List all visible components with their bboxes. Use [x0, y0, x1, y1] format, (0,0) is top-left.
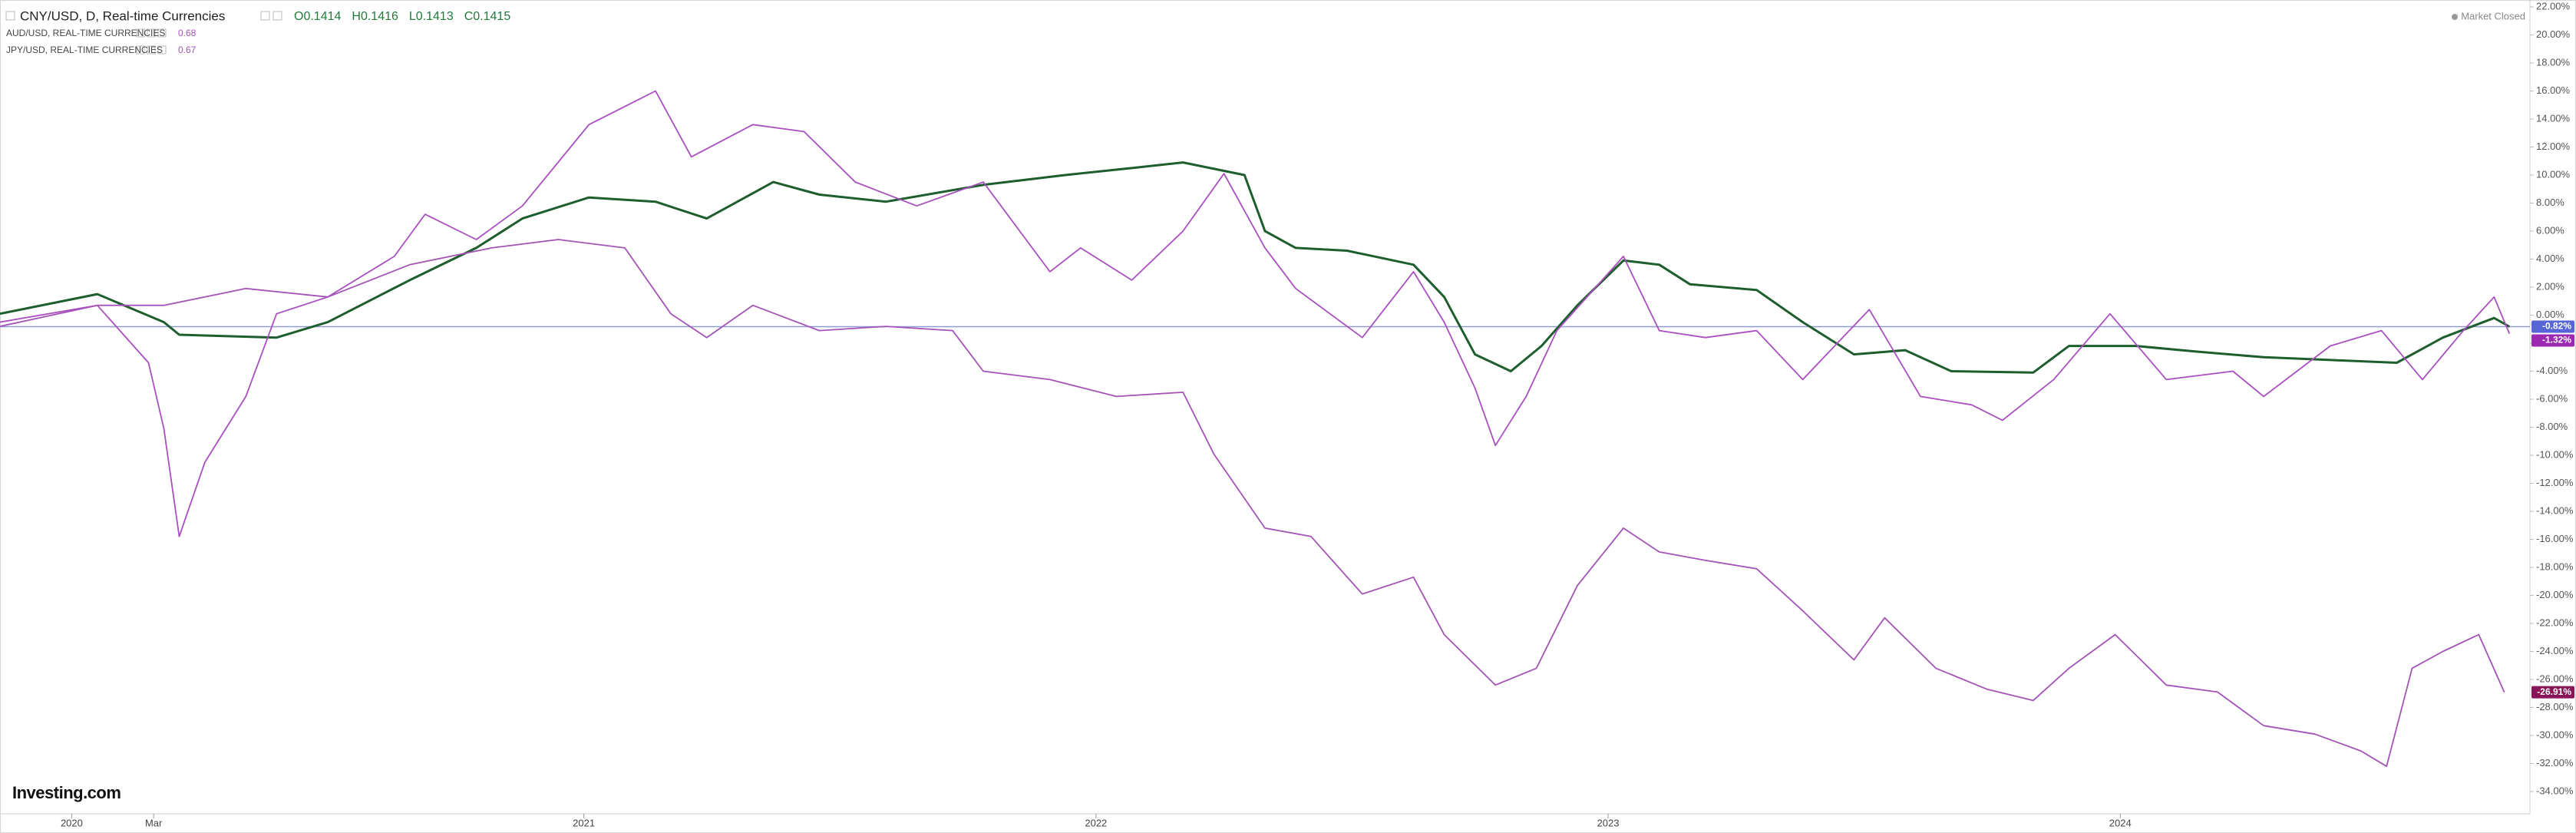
ohlc-value: H0.1416	[352, 10, 398, 23]
series-line	[0, 161, 2511, 374]
y-tick-label: -8.00%	[2536, 421, 2568, 432]
y-tick-label: -10.00%	[2536, 448, 2574, 460]
y-tick-label: 12.00%	[2536, 140, 2571, 152]
y-tick-label: 4.00%	[2536, 253, 2564, 264]
legend-price: 0.68	[178, 28, 197, 38]
logo: Investing.com	[12, 783, 121, 802]
y-tick-label: 16.00%	[2536, 84, 2571, 96]
legend-label: JPY/USD, REAL-TIME CURRENCIES	[6, 45, 163, 55]
status-dot	[2452, 14, 2458, 20]
value-tag	[2531, 320, 2574, 333]
x-tick-label: 2022	[1085, 817, 1107, 828]
x-tick-label: 2020	[61, 817, 83, 828]
y-tick-label: -16.00%	[2536, 533, 2574, 544]
x-tick-label: 2023	[1597, 817, 1620, 828]
x-tick-label: 2024	[2109, 817, 2132, 828]
y-tick-label: -6.00%	[2536, 392, 2568, 404]
ohlc-value: L0.1413	[409, 10, 454, 23]
value-tag-label: -1.32%	[2542, 335, 2571, 345]
y-tick-label: 8.00%	[2536, 197, 2564, 208]
series-line	[0, 239, 2505, 768]
y-tick-label: 2.00%	[2536, 280, 2564, 292]
value-tag-label: -26.91%	[2537, 686, 2571, 697]
y-tick-label: 0.00%	[2536, 309, 2564, 320]
y-tick-label: 20.00%	[2536, 28, 2571, 40]
value-tag	[2531, 686, 2574, 699]
x-tick-label: 2021	[573, 817, 595, 828]
x-tick-label: Mar	[145, 817, 163, 828]
legend-label: AUD/USD, REAL-TIME CURRENCIES	[6, 28, 165, 38]
y-tick-label: -20.00%	[2536, 589, 2574, 600]
y-tick-label: -12.00%	[2536, 477, 2574, 488]
series-title: CNY/USD, D, Real-time Currencies	[20, 8, 225, 23]
value-tag-label: -0.82%	[2542, 321, 2571, 332]
ohlc-value: C0.1415	[464, 10, 511, 23]
y-tick-label: -4.00%	[2536, 365, 2568, 376]
legend-price: 0.67	[178, 45, 197, 55]
legend-icons	[5, 11, 282, 55]
y-tick-label: 6.00%	[2536, 224, 2564, 236]
y-tick-label: -18.00%	[2536, 560, 2574, 572]
y-tick-label: 18.00%	[2536, 56, 2571, 68]
y-tick-label: -22.00%	[2536, 616, 2574, 628]
market-status: Market Closed	[2461, 10, 2525, 21]
series-line	[0, 90, 2511, 537]
y-tick-label: -30.00%	[2536, 729, 2574, 740]
y-tick-label: -32.00%	[2536, 757, 2574, 769]
y-tick-label: 10.00%	[2536, 168, 2571, 180]
y-tick-label: -26.00%	[2536, 673, 2574, 684]
value-tag	[2531, 334, 2574, 347]
y-tick-label: -28.00%	[2536, 701, 2574, 712]
y-tick-label: -24.00%	[2536, 645, 2574, 656]
y-tick-label: -14.00%	[2536, 504, 2574, 516]
y-tick-label: -34.00%	[2536, 785, 2574, 796]
y-tick-label: 22.00%	[2536, 0, 2571, 12]
ohlc-value: O0.1414	[294, 10, 341, 23]
y-tick-label: 14.00%	[2536, 112, 2571, 124]
